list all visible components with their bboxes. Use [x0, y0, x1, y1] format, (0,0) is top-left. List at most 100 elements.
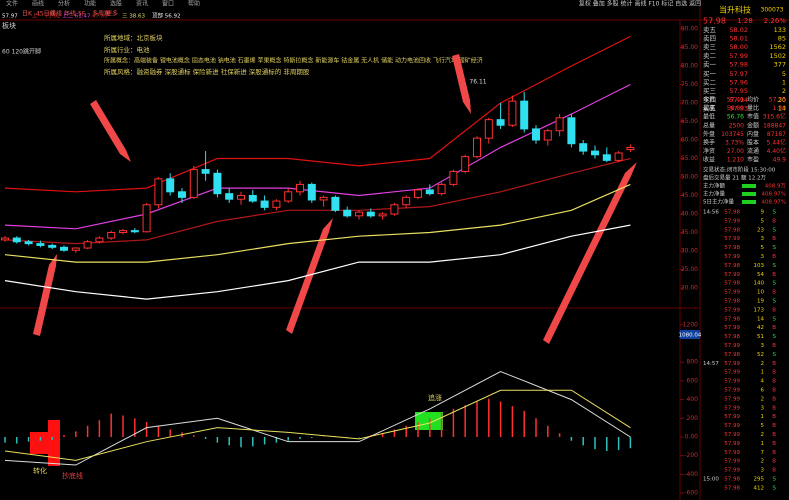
candle-body — [71, 247, 80, 251]
label: 57.99 — [724, 272, 740, 278]
label: 3.73% — [725, 140, 744, 147]
candle-body — [166, 178, 175, 193]
label: B — [772, 236, 776, 242]
label: 50.00 — [681, 174, 698, 181]
label: S — [773, 263, 777, 269]
annotation: 所属地域：北京板块 — [104, 33, 163, 42]
label: 1.30 — [773, 105, 787, 112]
label: 1 — [761, 414, 765, 420]
label: 窗口 — [162, 0, 174, 8]
label: 0.00 — [685, 434, 699, 441]
label: 2 — [782, 87, 786, 95]
label: B — [772, 325, 776, 331]
label: 1080.04 — [679, 333, 702, 339]
label: 57.41 — [727, 97, 744, 104]
label: 上二 61.47 — [62, 12, 91, 20]
label: 400 — [687, 396, 699, 403]
label: 57.99 — [724, 236, 740, 242]
label: 57.99 — [724, 370, 740, 376]
label: B — [772, 423, 776, 429]
label: 30.00 — [681, 248, 698, 255]
label: 103745 — [721, 131, 744, 138]
label: 52 — [757, 352, 764, 358]
label: 2500 — [729, 122, 744, 129]
label: 年线 — [64, 10, 76, 18]
label: 选股 — [110, 0, 122, 8]
label: 40.00 — [681, 211, 698, 218]
label: 14:56 — [703, 210, 719, 216]
label: 57.99 — [724, 423, 740, 429]
label: 3 — [761, 343, 765, 349]
label: 103 — [754, 263, 765, 269]
label: 57.98 — [724, 245, 740, 251]
flow-bar — [742, 192, 756, 196]
candle-body — [284, 191, 293, 202]
label: 卖一 — [703, 60, 717, 68]
label: 57.95 — [729, 87, 748, 95]
candle-body — [60, 246, 68, 251]
label: 57.99 — [724, 405, 740, 411]
label: 2 — [761, 432, 765, 438]
label: 14 — [778, 104, 786, 112]
label: 4 — [761, 379, 765, 385]
label: 4.40亿 — [767, 147, 786, 155]
label: 1 — [761, 441, 765, 447]
band-line — [4, 224, 631, 300]
label: B — [772, 432, 776, 438]
candle-body — [83, 241, 92, 249]
label: 65.00 — [681, 118, 698, 125]
label: 51 — [757, 334, 764, 340]
candle-body — [154, 178, 163, 206]
label: S — [773, 299, 777, 305]
label: 80.00 — [681, 63, 698, 70]
candle-body — [307, 183, 316, 201]
label: 盘后交易量 21 额 12.2万 — [703, 174, 766, 182]
label: 54 — [757, 272, 764, 278]
candle-body — [178, 191, 186, 198]
label: 57.99 — [724, 388, 740, 394]
label: 季线 — [50, 10, 62, 18]
candle-body — [402, 196, 411, 206]
label: 57.98 — [724, 352, 740, 358]
label: 57.99 — [729, 52, 748, 60]
label: 14 — [757, 316, 764, 322]
candle-body — [296, 183, 304, 193]
label: S — [773, 477, 777, 483]
label: 10 — [757, 290, 764, 296]
label: 58.02 — [729, 26, 748, 34]
candle-body — [95, 237, 104, 243]
candle-body — [107, 232, 116, 239]
label: 1 — [761, 370, 765, 376]
label: 188847 — [763, 122, 786, 129]
arrow — [90, 100, 131, 162]
label: 1.210 — [727, 157, 744, 164]
label: 408.9万 — [765, 183, 787, 190]
candle-body — [48, 244, 57, 248]
label: 25.00 — [681, 266, 698, 273]
candle-body — [36, 243, 45, 246]
label: B — [772, 468, 776, 474]
arrow — [452, 54, 471, 114]
label: 133 — [774, 26, 786, 34]
band-line — [4, 35, 631, 193]
label: 内盘 — [747, 130, 759, 138]
label: 收益 — [703, 156, 715, 164]
label: 173 — [754, 307, 765, 313]
label: 200 — [687, 415, 699, 422]
candle-body — [496, 119, 505, 126]
candle-body — [272, 200, 281, 208]
macd-label: 追涨 — [428, 393, 442, 402]
label: 2 — [761, 396, 765, 402]
label: 56.76 — [727, 114, 744, 121]
candle-body — [425, 189, 434, 195]
candle-body — [390, 204, 399, 215]
label: 377 — [774, 60, 786, 68]
label: 资讯 — [136, 0, 148, 8]
label: 15:00 — [703, 477, 719, 483]
label: B — [772, 450, 776, 456]
label: 日K — [22, 11, 33, 18]
label: 交易状态:闭市阶段 15:30:00 — [703, 166, 776, 174]
label: 42 — [757, 325, 764, 331]
candle-body — [189, 169, 198, 198]
